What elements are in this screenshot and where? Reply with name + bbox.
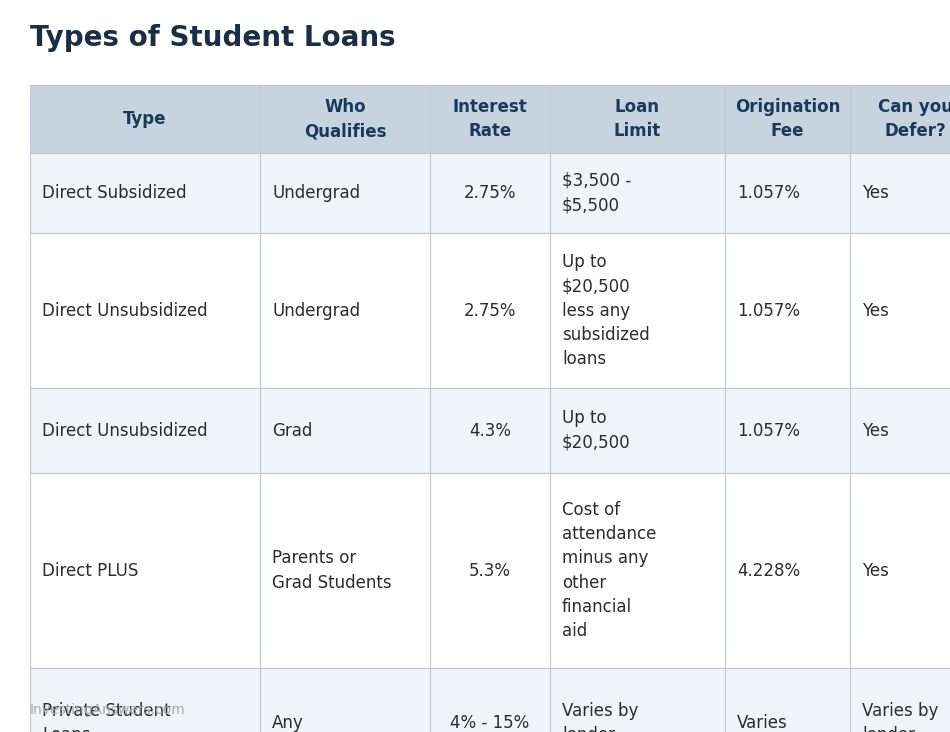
Text: 4.3%: 4.3% <box>469 422 511 439</box>
Bar <box>850 473 950 668</box>
Text: $3,500 -
$5,500: $3,500 - $5,500 <box>562 172 631 214</box>
Text: Up to
$20,500: Up to $20,500 <box>562 409 631 452</box>
Bar <box>260 233 430 388</box>
Bar <box>430 388 550 473</box>
Text: Grad: Grad <box>272 422 313 439</box>
Bar <box>30 668 260 732</box>
Text: Direct Unsubsidized: Direct Unsubsidized <box>42 422 208 439</box>
Text: Yes: Yes <box>862 184 889 202</box>
Bar <box>260 668 430 732</box>
Bar <box>30 233 260 388</box>
Bar <box>550 233 725 388</box>
Text: 1.057%: 1.057% <box>737 184 800 202</box>
Text: Undergrad: Undergrad <box>272 302 360 319</box>
Text: InvestingAnswers.com: InvestingAnswers.com <box>30 703 186 717</box>
Text: Parents or
Grad Students: Parents or Grad Students <box>272 549 391 591</box>
Bar <box>725 473 850 668</box>
Text: Varies by
lender: Varies by lender <box>862 702 939 732</box>
Text: Direct PLUS: Direct PLUS <box>42 561 139 580</box>
Bar <box>30 153 260 233</box>
Bar <box>430 668 550 732</box>
Text: Private Student
Loans: Private Student Loans <box>42 702 171 732</box>
Bar <box>260 388 430 473</box>
Text: Cost of
attendance
minus any
other
financial
aid: Cost of attendance minus any other finan… <box>562 501 656 640</box>
Text: Yes: Yes <box>862 422 889 439</box>
Text: Who
Qualifies: Who Qualifies <box>304 98 387 140</box>
Bar <box>30 85 260 153</box>
Text: Any: Any <box>272 714 304 732</box>
Bar <box>430 233 550 388</box>
Text: 2.75%: 2.75% <box>464 184 516 202</box>
Text: Direct Subsidized: Direct Subsidized <box>42 184 186 202</box>
Text: 4.228%: 4.228% <box>737 561 800 580</box>
Bar <box>850 388 950 473</box>
Bar <box>850 233 950 388</box>
Text: 5.3%: 5.3% <box>469 561 511 580</box>
Text: 1.057%: 1.057% <box>737 422 800 439</box>
Bar <box>725 668 850 732</box>
Bar <box>725 85 850 153</box>
Bar <box>725 233 850 388</box>
Text: Direct Unsubsidized: Direct Unsubsidized <box>42 302 208 319</box>
Bar <box>850 668 950 732</box>
Text: Interest
Rate: Interest Rate <box>452 98 527 140</box>
Bar <box>550 388 725 473</box>
Bar <box>550 668 725 732</box>
Bar <box>850 153 950 233</box>
Bar <box>260 153 430 233</box>
Text: Loan
Limit: Loan Limit <box>614 98 661 140</box>
Text: Yes: Yes <box>862 561 889 580</box>
Bar <box>430 85 550 153</box>
Bar <box>430 153 550 233</box>
Text: Up to
$20,500
less any
subsidized
loans: Up to $20,500 less any subsidized loans <box>562 253 650 368</box>
Text: 2.75%: 2.75% <box>464 302 516 319</box>
Text: 4% - 15%: 4% - 15% <box>450 714 530 732</box>
Text: Yes: Yes <box>862 302 889 319</box>
Text: Can you
Defer?: Can you Defer? <box>878 98 950 140</box>
Bar <box>850 85 950 153</box>
Bar <box>260 85 430 153</box>
Bar <box>725 388 850 473</box>
Bar <box>260 473 430 668</box>
Text: Varies: Varies <box>737 714 788 732</box>
Text: Type: Type <box>124 110 167 128</box>
Text: 1.057%: 1.057% <box>737 302 800 319</box>
Bar <box>550 85 725 153</box>
Text: Varies by
lender: Varies by lender <box>562 702 638 732</box>
Text: Undergrad: Undergrad <box>272 184 360 202</box>
Bar <box>430 473 550 668</box>
Bar <box>550 473 725 668</box>
Bar <box>725 153 850 233</box>
Bar <box>550 153 725 233</box>
Text: Origination
Fee: Origination Fee <box>734 98 840 140</box>
Bar <box>30 473 260 668</box>
Bar <box>30 388 260 473</box>
Text: Types of Student Loans: Types of Student Loans <box>30 24 395 52</box>
